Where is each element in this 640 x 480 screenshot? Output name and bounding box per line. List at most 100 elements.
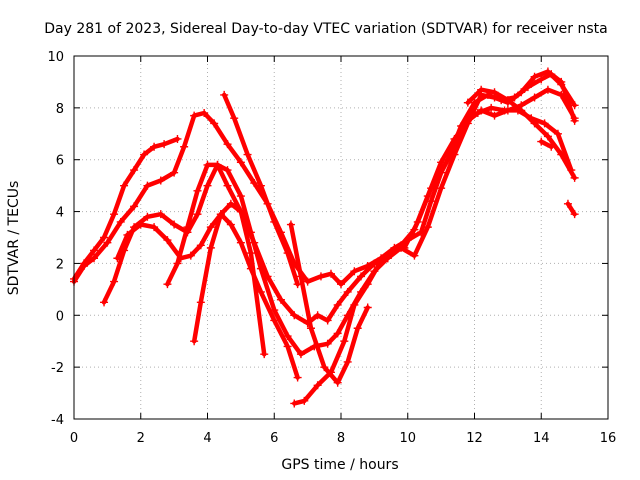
series-sat-a xyxy=(70,134,182,283)
data-point-marker xyxy=(357,272,366,281)
data-point-marker xyxy=(530,93,539,102)
y-tick-label: 6 xyxy=(56,154,64,169)
data-point-marker xyxy=(143,181,152,190)
data-point-marker xyxy=(333,300,342,309)
data-point-marker xyxy=(413,217,422,226)
data-point-marker xyxy=(487,103,496,112)
y-tick-label: 8 xyxy=(56,102,64,117)
data-point-marker xyxy=(570,173,579,182)
data-point-marker xyxy=(196,241,205,250)
data-point-marker xyxy=(443,155,452,164)
data-point-marker xyxy=(170,168,179,177)
data-point-marker xyxy=(537,75,546,84)
data-point-marker xyxy=(353,324,362,333)
data-point-marker xyxy=(150,142,159,151)
data-point-marker xyxy=(340,337,349,346)
data-point-marker xyxy=(323,339,332,348)
series-line xyxy=(539,139,554,150)
data-point-marker xyxy=(163,236,172,245)
series-sat-c xyxy=(100,85,579,359)
y-tick-label: 2 xyxy=(56,257,64,272)
data-point-marker xyxy=(200,109,209,118)
data-point-marker xyxy=(156,176,165,185)
x-tick-label: 16 xyxy=(600,431,617,446)
data-point-marker xyxy=(230,114,239,123)
data-point-marker xyxy=(160,140,169,149)
data-point-marker xyxy=(463,98,472,107)
y-tick-label: 10 xyxy=(47,50,64,65)
data-point-marker xyxy=(530,72,539,81)
data-point-marker xyxy=(333,329,342,338)
data-point-marker xyxy=(363,303,372,312)
data-point-marker xyxy=(377,256,386,265)
data-point-marker xyxy=(236,158,245,167)
data-point-marker xyxy=(296,350,305,359)
data-point-marker xyxy=(203,181,212,190)
data-point-marker xyxy=(210,119,219,128)
x-tick-label: 4 xyxy=(203,431,211,446)
data-point-marker xyxy=(256,181,265,190)
y-tick-label: 4 xyxy=(56,206,64,221)
data-point-marker xyxy=(213,160,222,169)
data-point-marker xyxy=(570,101,579,110)
data-point-marker xyxy=(337,280,345,289)
data-point-marker xyxy=(290,311,299,320)
data-point-marker xyxy=(110,277,119,286)
data-point-marker xyxy=(300,396,309,405)
data-point-marker xyxy=(150,223,159,232)
series-sat-l xyxy=(563,199,579,219)
data-point-marker xyxy=(206,223,215,232)
data-point-marker xyxy=(250,238,259,247)
data-point-marker xyxy=(570,116,579,125)
x-tick-label: 10 xyxy=(399,431,416,446)
data-point-marker xyxy=(296,272,305,281)
data-point-marker xyxy=(423,223,432,232)
y-tick-label: 0 xyxy=(56,309,64,324)
data-point-marker xyxy=(437,184,446,193)
data-point-marker xyxy=(547,70,556,79)
data-point-marker xyxy=(283,342,292,351)
data-point-marker xyxy=(457,122,466,131)
data-point-marker xyxy=(156,210,165,219)
series-sat-b xyxy=(70,103,576,289)
data-point-marker xyxy=(350,267,359,276)
data-point-marker xyxy=(326,269,335,278)
data-point-marker xyxy=(263,272,272,281)
y-tick-label: -2 xyxy=(51,361,64,376)
data-point-marker xyxy=(130,166,139,175)
data-point-marker xyxy=(190,337,199,346)
data-point-marker xyxy=(206,243,215,252)
data-point-marker xyxy=(90,254,99,263)
data-point-marker xyxy=(236,192,245,201)
grid-lines xyxy=(74,56,608,419)
data-point-marker xyxy=(226,199,235,208)
y-axis-label: SDTVAR / TECUs xyxy=(6,181,22,296)
data-point-marker xyxy=(523,83,532,92)
data-point-marker xyxy=(313,311,322,320)
data-point-marker xyxy=(173,259,182,268)
data-point-marker xyxy=(333,378,342,387)
data-point-marker xyxy=(543,85,552,94)
series-sat-f xyxy=(190,199,269,359)
data-point-marker xyxy=(223,181,232,190)
data-point-marker xyxy=(470,98,479,107)
data-point-marker xyxy=(236,207,245,216)
data-point-marker xyxy=(250,179,259,188)
data-point-marker xyxy=(130,202,139,211)
data-point-marker xyxy=(110,210,119,219)
data-point-marker xyxy=(100,233,109,242)
data-point-marker xyxy=(490,88,499,97)
data-point-marker xyxy=(343,287,352,296)
series-sat-i xyxy=(290,70,579,408)
data-point-marker xyxy=(260,350,269,359)
data-point-marker xyxy=(143,212,152,221)
x-tick-label: 14 xyxy=(533,431,550,446)
data-point-marker xyxy=(276,295,285,304)
data-point-marker xyxy=(400,243,409,252)
data-point-marker xyxy=(136,220,145,229)
data-point-marker xyxy=(193,210,202,219)
data-point-marker xyxy=(246,249,255,258)
data-point-marker xyxy=(270,217,279,226)
data-point-marker xyxy=(490,111,499,120)
